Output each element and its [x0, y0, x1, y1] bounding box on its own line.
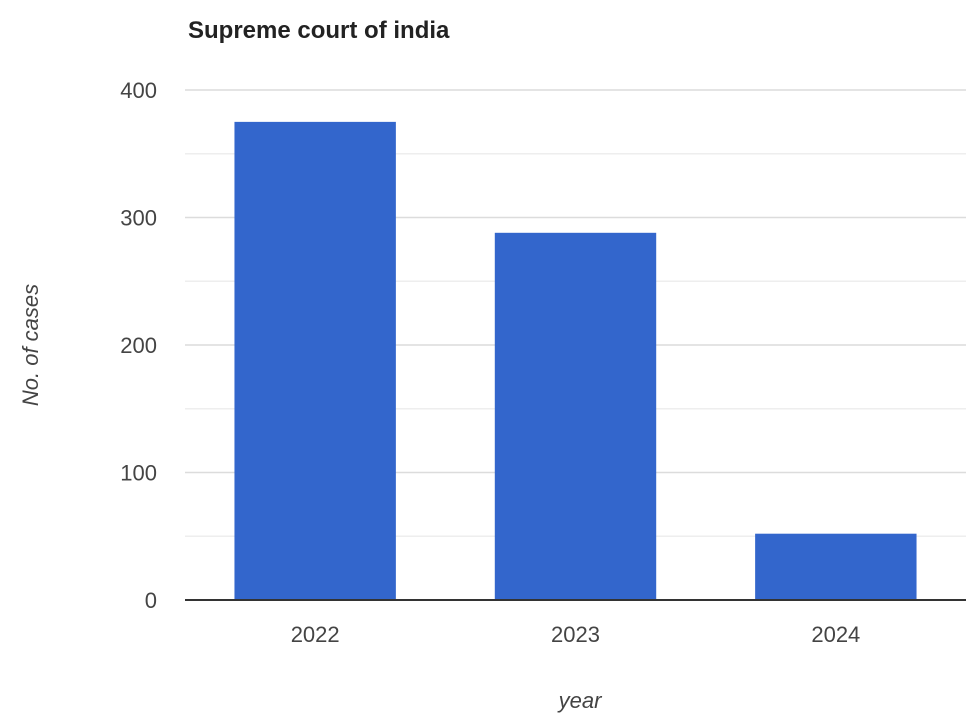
y-tick-label: 200	[120, 333, 157, 358]
y-tick-label: 100	[120, 461, 157, 486]
x-tick-label: 2022	[291, 622, 340, 647]
x-tick-label: 2023	[551, 622, 600, 647]
x-tick-label: 2024	[811, 622, 860, 647]
y-tick-label: 300	[120, 206, 157, 231]
bars	[234, 121, 917, 601]
x-axis-tick-labels: 2022 2023 2024	[291, 622, 861, 647]
bar-2024	[755, 533, 917, 600]
x-axis-title: year	[557, 688, 603, 713]
bar-2023	[494, 232, 657, 601]
y-axis-title: No. of cases	[18, 284, 43, 406]
chart-title: Supreme court of india	[188, 17, 450, 44]
bar-2022	[234, 121, 396, 600]
y-axis-tick-labels: 0 100 200 300 400	[120, 78, 157, 613]
y-tick-label: 0	[145, 588, 157, 613]
y-tick-label: 400	[120, 78, 157, 103]
